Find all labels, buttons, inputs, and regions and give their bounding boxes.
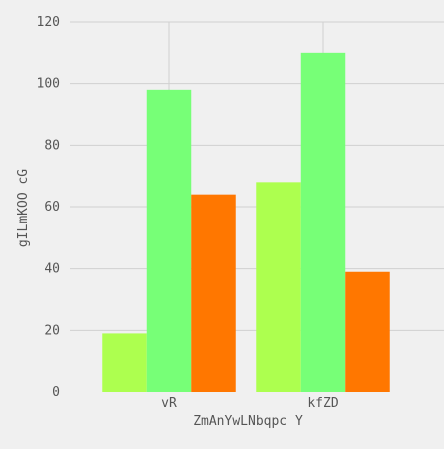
y-axis-label: gILmKOO cG [16, 169, 31, 247]
bar-kfZD-series-2 [300, 52, 346, 392]
y-tick-label-0: 0 [52, 385, 60, 400]
y-tick-label-5: 100 [37, 77, 60, 92]
bar-kfZD-series-1 [256, 182, 301, 392]
y-tick-label-4: 80 [44, 138, 60, 153]
bar-vR-series-1 [102, 333, 147, 392]
ticks-layer: 0 20 40 60 80 100 120 vR kfZD [37, 15, 339, 411]
y-tick-label-1: 20 [44, 323, 60, 338]
bars-layer [102, 52, 390, 392]
bar-vR-series-3 [191, 194, 236, 392]
x-tick-label-0: vR [161, 396, 177, 411]
x-axis-label: ZmAnYwLNbqpc Y [193, 414, 303, 429]
x-tick-label-1: kfZD [307, 396, 338, 411]
y-tick-label-3: 60 [44, 200, 60, 215]
y-tick-label-2: 40 [44, 262, 60, 277]
y-tick-label-6: 120 [37, 15, 60, 30]
bar-vR-series-2 [146, 89, 192, 392]
bar-kfZD-series-3 [345, 271, 390, 392]
